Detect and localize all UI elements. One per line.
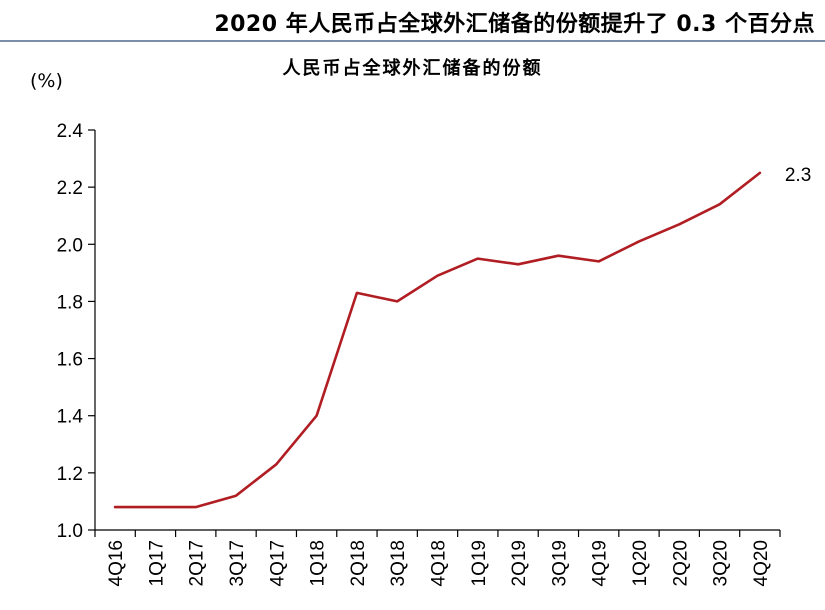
x-tick-label: 2Q18 <box>348 540 369 586</box>
y-tick-label: 1.4 <box>57 407 84 428</box>
y-tick-label: 2.2 <box>57 178 83 199</box>
chart-title: 人民币占全球外汇储备的份额 <box>282 58 543 79</box>
x-tick-label: 1Q17 <box>146 540 167 586</box>
x-tick-label: 4Q17 <box>267 540 288 586</box>
x-tick-label: 2Q17 <box>187 540 208 586</box>
y-tick-label: 2.0 <box>57 235 83 256</box>
x-tick-label: 3Q20 <box>711 540 732 586</box>
end-value-label: 2.3 <box>785 165 811 186</box>
x-tick-label: 4Q18 <box>429 540 450 586</box>
y-axis: 1.0 1.2 1.4 1.6 1.8 2.0 2.2 2.4 <box>57 121 96 542</box>
x-tick-label: 1Q20 <box>630 540 651 586</box>
label-layer: 2.3 <box>785 165 811 186</box>
y-tick-label: 1.6 <box>57 350 83 371</box>
x-tick-label: 4Q20 <box>751 540 772 586</box>
x-axis: 4Q16 1Q17 2Q17 3Q17 4Q17 1Q18 2Q18 3Q18 4Q18 1Q19… <box>94 529 781 586</box>
x-tick-label: 1Q19 <box>469 540 490 586</box>
x-tick-label: 3Q18 <box>388 540 409 586</box>
x-tick-label: 2Q19 <box>509 540 530 586</box>
y-axis-unit-label: (%) <box>30 70 63 92</box>
x-tick-label: 1Q18 <box>308 540 329 586</box>
y-tick-label: 1.2 <box>57 464 83 485</box>
x-tick-label: 3Q17 <box>227 540 248 586</box>
x-tick-label: 3Q19 <box>549 540 570 586</box>
series-layer <box>113 171 762 509</box>
header-title: 2020 年人民币占全球外汇储备的份额提升了 0.3 个百分点 <box>214 12 815 37</box>
x-tick-label: 2Q20 <box>670 540 691 586</box>
y-tick-label: 1.0 <box>57 521 83 542</box>
x-tick-label: 4Q16 <box>106 540 127 586</box>
report-header: 2020 年人民币占全球外汇储备的份额提升了 0.3 个百分点 <box>0 0 825 44</box>
series-line <box>113 171 762 509</box>
y-tick-label: 1.8 <box>57 292 83 313</box>
y-tick-label: 2.4 <box>57 121 84 142</box>
header-divider <box>0 40 825 42</box>
x-tick-label: 4Q19 <box>590 540 611 586</box>
